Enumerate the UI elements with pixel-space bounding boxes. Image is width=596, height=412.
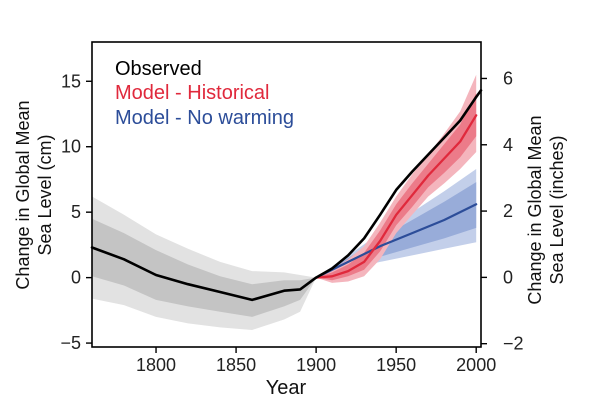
right-axis-title-line-2: Sea Level (inches): [547, 135, 567, 284]
right-axis-title: Change in Global Mean Sea Level (inches): [525, 115, 567, 304]
y-right-tick-label: 0: [503, 267, 513, 287]
x-tick-label: 1950: [376, 355, 416, 375]
series-line-1: [314, 114, 478, 279]
y-right-tick-label: 2: [503, 201, 513, 221]
right-axis-title-line-1: Change in Global Mean: [525, 115, 545, 304]
x-tick-label: 1850: [216, 355, 256, 375]
series-line-2: [315, 203, 478, 279]
legend-model-no-warming: Model - No warming: [115, 107, 294, 129]
series-line-0: [90, 89, 483, 302]
left-axis-title-line-1: Change in Global Mean: [13, 100, 33, 289]
y-left-tick-label: 0: [71, 268, 81, 288]
band-series-0-inner: [92, 218, 317, 317]
legend-observed: Observed: [115, 58, 202, 80]
x-tick-label: 1900: [296, 355, 336, 375]
left-axis-title: Change in Global Mean Sea Level (cm): [13, 100, 55, 289]
x-tick-label: 2000: [456, 355, 496, 375]
y-left-tick-label: 10: [61, 137, 81, 157]
y-right-tick-label: 4: [503, 135, 513, 155]
y-right-tick-label: −2: [503, 334, 524, 354]
legend-model-historical: Model - Historical: [115, 82, 269, 104]
axis-ticks: 1800 1850 1900 1950 2000 −5 0 5 10 15 −2 0 2 4 6: [60, 68, 523, 375]
x-tick-label: 1800: [136, 355, 176, 375]
y-left-tick-label: −5: [60, 333, 81, 353]
plot-frame: [91, 41, 482, 348]
y-left-tick-label: 15: [61, 71, 81, 91]
left-axis-title-line-2: Sea Level (cm): [35, 134, 55, 255]
x-axis-title: Year: [266, 377, 307, 399]
line-layer: [90, 89, 483, 302]
band-series-1-outer: [316, 74, 477, 283]
y-right-tick-label: 6: [503, 68, 513, 88]
y-left-tick-label: 5: [71, 202, 81, 222]
legend: Observed Model - Historical Model - No w…: [115, 58, 294, 129]
